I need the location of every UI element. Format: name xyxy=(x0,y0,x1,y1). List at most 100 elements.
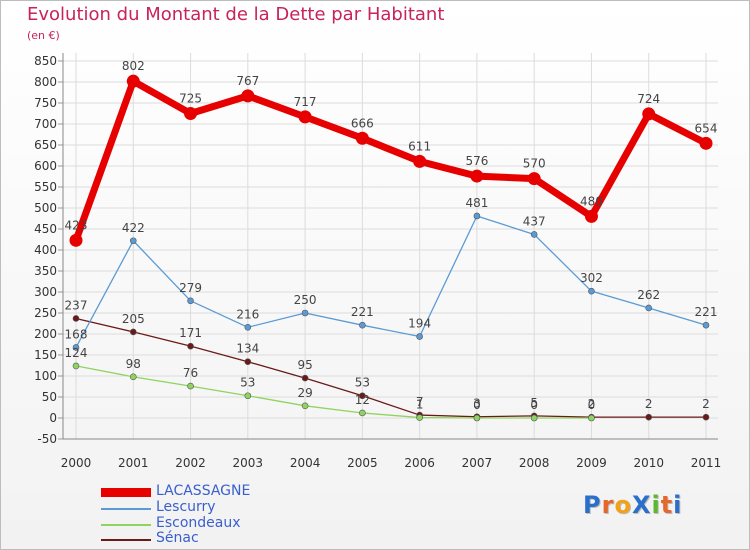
y-tick-label: 50 xyxy=(42,390,57,404)
data-point xyxy=(588,287,595,295)
data-label: 29 xyxy=(297,386,312,400)
y-tick-label: 100 xyxy=(34,369,57,383)
data-label: 0 xyxy=(588,398,596,412)
data-point xyxy=(359,392,366,400)
series-line-2 xyxy=(75,365,593,419)
x-tick-label: 2008 xyxy=(519,456,550,470)
data-point xyxy=(702,321,710,329)
data-label: 302 xyxy=(580,271,603,285)
x-tick-label: 2001 xyxy=(118,456,149,470)
data-point xyxy=(72,362,80,370)
logo-letter: o xyxy=(614,491,632,519)
data-label: 767 xyxy=(236,74,259,88)
x-tick-label: 2006 xyxy=(404,456,435,470)
data-label: 12 xyxy=(355,393,370,407)
unit-label: (en €) xyxy=(27,29,60,42)
data-label: 1 xyxy=(416,398,424,412)
data-point xyxy=(470,169,484,183)
data-point xyxy=(244,323,252,331)
data-label: 53 xyxy=(355,376,370,390)
data-point xyxy=(72,315,80,322)
y-tick-label: 300 xyxy=(34,285,57,299)
data-point xyxy=(359,409,366,417)
x-tick-label: 2009 xyxy=(576,456,607,470)
data-point xyxy=(642,107,656,121)
data-label: 95 xyxy=(297,358,312,372)
logo-letter: t xyxy=(660,491,674,519)
data-point xyxy=(584,209,598,223)
x-tick-label: 2011 xyxy=(691,456,722,470)
logo-letter: r xyxy=(601,491,615,519)
series-line-1 xyxy=(75,215,707,349)
data-label: 725 xyxy=(179,92,202,106)
y-tick-label: 550 xyxy=(34,180,57,194)
y-tick-label: 350 xyxy=(34,264,57,278)
logo-letter: i xyxy=(651,491,661,519)
y-tick-label: -50 xyxy=(37,432,57,446)
data-label: 3 xyxy=(473,397,481,411)
data-label: 423 xyxy=(65,218,88,232)
y-tick-label: 250 xyxy=(34,306,57,320)
data-label: 171 xyxy=(179,326,202,340)
logo-letter: i xyxy=(673,491,683,519)
y-tick-label: 400 xyxy=(34,243,57,257)
data-point xyxy=(301,374,309,382)
data-point xyxy=(129,237,137,245)
data-label: 422 xyxy=(122,221,145,235)
legend-label-lescurry: Lescurry xyxy=(156,499,216,515)
data-label: 53 xyxy=(240,376,255,390)
data-label: 98 xyxy=(126,357,141,371)
y-tick-label: 650 xyxy=(34,138,57,152)
data-label: 611 xyxy=(408,139,431,153)
data-point xyxy=(527,172,541,186)
data-label: 0 xyxy=(473,398,481,412)
x-tick-label: 2000 xyxy=(61,456,92,470)
x-tick-label: 2002 xyxy=(175,456,206,470)
legend-swatch-escondeaux xyxy=(101,524,151,526)
data-point xyxy=(588,414,595,422)
data-label: 262 xyxy=(637,288,660,302)
y-tick-label: 850 xyxy=(34,54,57,68)
y-tick-label: 750 xyxy=(34,96,57,110)
data-label: 250 xyxy=(294,293,317,307)
data-point xyxy=(416,333,423,340)
data-point xyxy=(355,131,369,145)
data-point xyxy=(241,89,255,103)
data-point xyxy=(702,413,710,421)
data-label: 194 xyxy=(408,317,431,331)
data-label: 481 xyxy=(465,196,488,210)
data-label: 480 xyxy=(580,194,603,208)
data-label: 279 xyxy=(179,281,202,295)
proxiti-logo[interactable]: ProXiti xyxy=(583,491,682,519)
y-tick-label: 0 xyxy=(49,411,57,425)
y-tick-label: 150 xyxy=(34,348,57,362)
data-point xyxy=(184,107,198,120)
data-label: 124 xyxy=(65,346,88,360)
data-point xyxy=(187,342,194,350)
data-label: 666 xyxy=(351,116,374,130)
y-tick-label: 800 xyxy=(34,75,57,89)
data-point xyxy=(301,402,309,410)
data-point xyxy=(126,74,140,88)
x-tick-label: 2005 xyxy=(347,456,378,470)
data-label: 802 xyxy=(122,59,145,73)
data-point xyxy=(473,414,481,422)
data-point xyxy=(187,382,194,390)
data-label: 724 xyxy=(637,92,660,106)
data-label: 7 xyxy=(416,395,424,409)
data-label: 717 xyxy=(294,95,317,109)
x-tick-label: 2010 xyxy=(633,456,664,470)
data-label: 76 xyxy=(183,366,198,380)
chart-title: Evolution du Montant de la Dette par Hab… xyxy=(27,4,445,25)
data-point xyxy=(530,231,538,238)
data-label: 168 xyxy=(65,327,88,341)
data-point xyxy=(72,344,80,351)
data-point xyxy=(645,304,653,312)
logo-letter: P xyxy=(583,491,602,519)
legend-swatch-lacassagne xyxy=(101,488,151,497)
data-point xyxy=(129,373,137,381)
data-point xyxy=(416,414,423,421)
data-point xyxy=(244,392,252,400)
